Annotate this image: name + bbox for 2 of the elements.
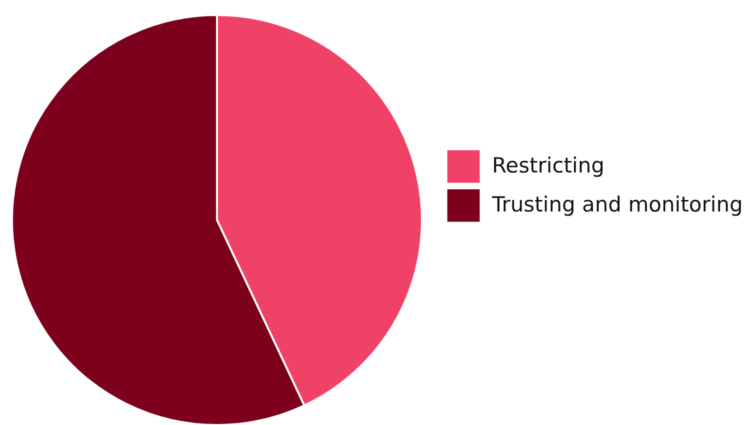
legend-label: Trusting and monitoring (491, 192, 743, 216)
legend-label: Restricting (492, 154, 604, 178)
